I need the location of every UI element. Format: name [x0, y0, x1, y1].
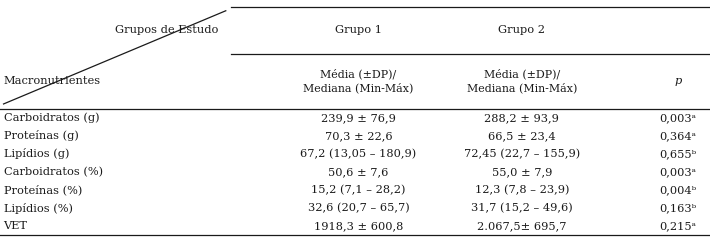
Text: 67,2 (13,05 – 180,9): 67,2 (13,05 – 180,9) [300, 149, 417, 159]
Text: 288,2 ± 93,9: 288,2 ± 93,9 [484, 113, 559, 123]
Text: 50,6 ± 7,6: 50,6 ± 7,6 [328, 167, 389, 177]
Text: Macronutrientes: Macronutrientes [4, 76, 101, 86]
Text: 72,45 (22,7 – 155,9): 72,45 (22,7 – 155,9) [464, 149, 580, 159]
Text: 1918,3 ± 600,8: 1918,3 ± 600,8 [314, 221, 403, 231]
Text: VET: VET [4, 221, 28, 231]
Text: 0,003ᵃ: 0,003ᵃ [660, 167, 697, 177]
Text: 0,003ᵃ: 0,003ᵃ [660, 113, 697, 123]
Text: 32,6 (20,7 – 65,7): 32,6 (20,7 – 65,7) [307, 203, 410, 213]
Text: Carboidratos (g): Carboidratos (g) [4, 113, 99, 123]
Text: 2.067,5± 695,7: 2.067,5± 695,7 [477, 221, 567, 231]
Text: 0,215ᵃ: 0,215ᵃ [660, 221, 697, 231]
Text: Grupos de Estudo: Grupos de Estudo [115, 25, 219, 35]
Text: Lipídios (%): Lipídios (%) [4, 203, 72, 214]
Text: 15,2 (7,1 – 28,2): 15,2 (7,1 – 28,2) [311, 185, 406, 195]
Text: Lipídios (g): Lipídios (g) [4, 148, 69, 159]
Text: 0,163ᵇ: 0,163ᵇ [660, 203, 697, 213]
Text: 12,3 (7,8 – 23,9): 12,3 (7,8 – 23,9) [474, 185, 569, 195]
Text: 31,7 (15,2 – 49,6): 31,7 (15,2 – 49,6) [471, 203, 573, 213]
Text: Grupo 2: Grupo 2 [498, 26, 545, 35]
Text: 0,364ᵃ: 0,364ᵃ [660, 131, 697, 141]
Text: Média (±DP)/
Mediana (Min-Máx): Média (±DP)/ Mediana (Min-Máx) [303, 69, 414, 93]
Text: Proteínas (g): Proteínas (g) [4, 130, 78, 141]
Text: 70,3 ± 22,6: 70,3 ± 22,6 [324, 131, 393, 141]
Text: p: p [674, 76, 682, 86]
Text: 55,0 ± 7,9: 55,0 ± 7,9 [491, 167, 552, 177]
Text: 66,5 ± 23,4: 66,5 ± 23,4 [488, 131, 556, 141]
Text: 0,004ᵇ: 0,004ᵇ [660, 185, 697, 195]
Text: 0,655ᵇ: 0,655ᵇ [660, 149, 697, 159]
Text: Proteínas (%): Proteínas (%) [4, 185, 82, 196]
Text: Grupo 1: Grupo 1 [335, 26, 382, 35]
Text: Carboidratos (%): Carboidratos (%) [4, 167, 103, 177]
Text: 239,9 ± 76,9: 239,9 ± 76,9 [321, 113, 396, 123]
Text: Média (±DP)/
Mediana (Min-Máx): Média (±DP)/ Mediana (Min-Máx) [466, 69, 577, 93]
